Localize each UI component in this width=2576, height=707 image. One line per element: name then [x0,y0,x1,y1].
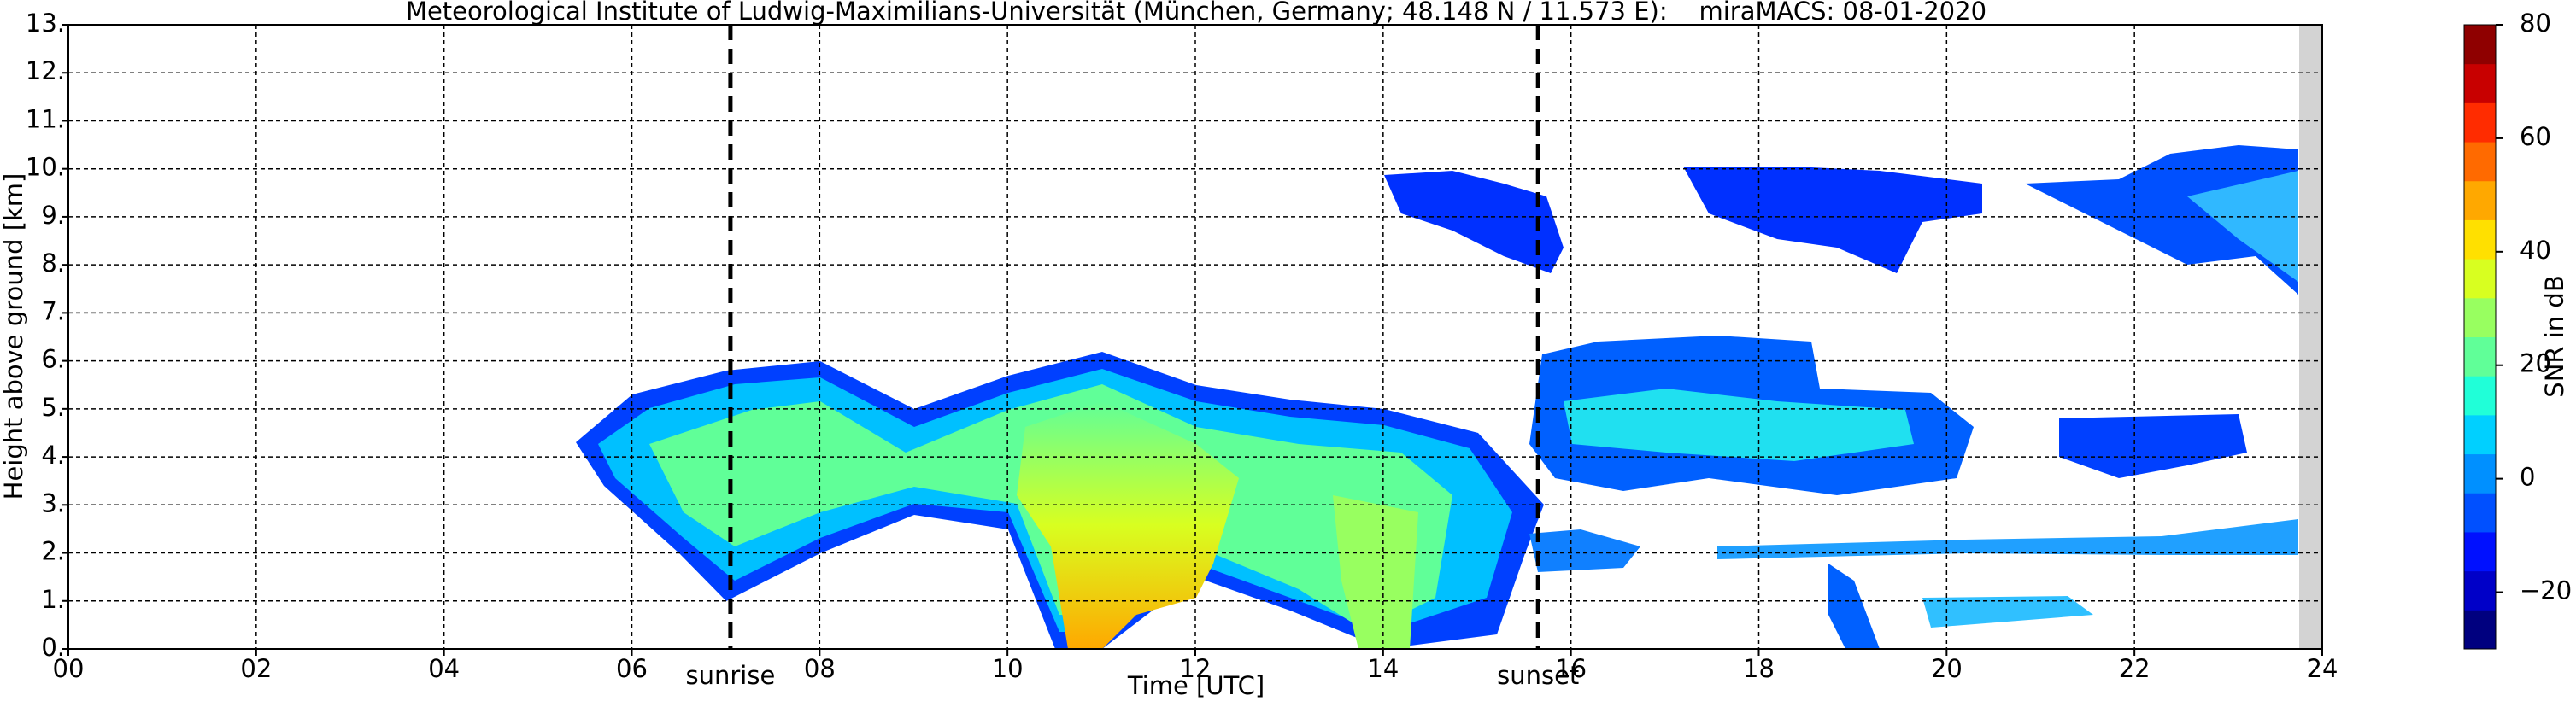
plot-frame [67,24,2323,650]
colorbar-label: SNR in dB [2540,275,2569,397]
x-tick-label: 18 [1743,654,1775,683]
colorbar-segment [2464,63,2496,103]
y-tick-label: 8. [41,248,65,278]
y-tick-label: 12. [26,56,65,85]
snr-field [576,25,2322,649]
colorbar-segment [2464,414,2496,455]
cloud [1017,401,1239,649]
colorbar-segment [2464,297,2496,337]
cloud [2025,145,2298,295]
no-data-band [2299,25,2322,649]
x-tick-label: 10 [992,654,1024,683]
y-tick-label: 3. [41,488,65,517]
x-tick-label: 08 [804,654,836,683]
chart-title: Meteorological Institute of Ludwig-Maxim… [406,0,1986,26]
colorbar-tick-label: −20 [2520,576,2572,605]
cloud [1529,529,1640,572]
x-axis-label: Time [UTC] [1127,671,1265,700]
event-label: sunrise [686,661,776,690]
colorbar-segment [2464,453,2496,494]
cloud [1828,564,1880,649]
cloud [1922,596,2093,628]
colorbar-tick-label: 40 [2520,236,2551,265]
cloud [2059,414,2247,478]
x-tick-label: 02 [240,654,272,683]
y-tick-label: 10. [26,153,65,182]
colorbar-segment [2464,493,2496,533]
event-label: sunset [1497,661,1579,690]
cloud [1384,171,1564,273]
y-tick-label: 2. [41,537,65,566]
colorbar-segment [2464,180,2496,220]
x-tick-label: 20 [1931,654,1963,683]
colorbar-segment [2464,610,2496,650]
cloud [2187,171,2298,282]
y-tick-label: 5. [41,393,65,422]
colorbar-tick-label: 20 [2520,349,2551,378]
y-tick-label: 0. [41,633,65,662]
x-tick-label: 24 [2307,654,2338,683]
colorbar-segment [2464,259,2496,299]
cloud [1683,167,1982,273]
colorbar-segment [2464,142,2496,182]
colorbar-segment [2464,531,2496,572]
colorbar-tick-label: 60 [2520,122,2551,151]
y-tick-label: 7. [41,296,65,325]
x-tick-label: 04 [428,654,460,683]
colorbar-segment [2464,570,2496,611]
y-tick-label: 1. [41,585,65,614]
colorbar-segment [2464,336,2496,377]
y-tick-label: 13. [26,9,65,38]
cloud [1564,389,1914,461]
colorbar-tick-label: 0 [2520,463,2535,492]
y-tick-label: 6. [41,345,65,374]
x-tick-label: 06 [616,654,648,683]
cloud [1717,519,2298,559]
colorbar-segment [2464,102,2496,143]
y-tick-label: 11. [26,104,65,133]
colorbar-segment [2464,219,2496,260]
cloud [1333,495,1418,649]
x-tick-label: 12 [1180,654,1212,683]
colorbar-tick-label: 80 [2520,9,2551,38]
colorbar-segment [2464,376,2496,416]
y-axis-label: Height above ground [km] [0,173,28,500]
y-tick-label: 9. [41,201,65,230]
colorbar-frame [2463,24,2497,650]
colorbar-segment [2464,25,2496,65]
x-tick-label: 14 [1367,654,1399,683]
y-tick-label: 4. [41,441,65,470]
axes: 00 02 04 06 08 10 12 14 16 18 20 22 24 0. 1. 2. 3. 4. 5. 6.… [26,9,2572,690]
x-tick-label: 16 [1555,654,1587,683]
x-tick-label: 00 [53,654,85,683]
x-tick-label: 22 [2119,654,2151,683]
